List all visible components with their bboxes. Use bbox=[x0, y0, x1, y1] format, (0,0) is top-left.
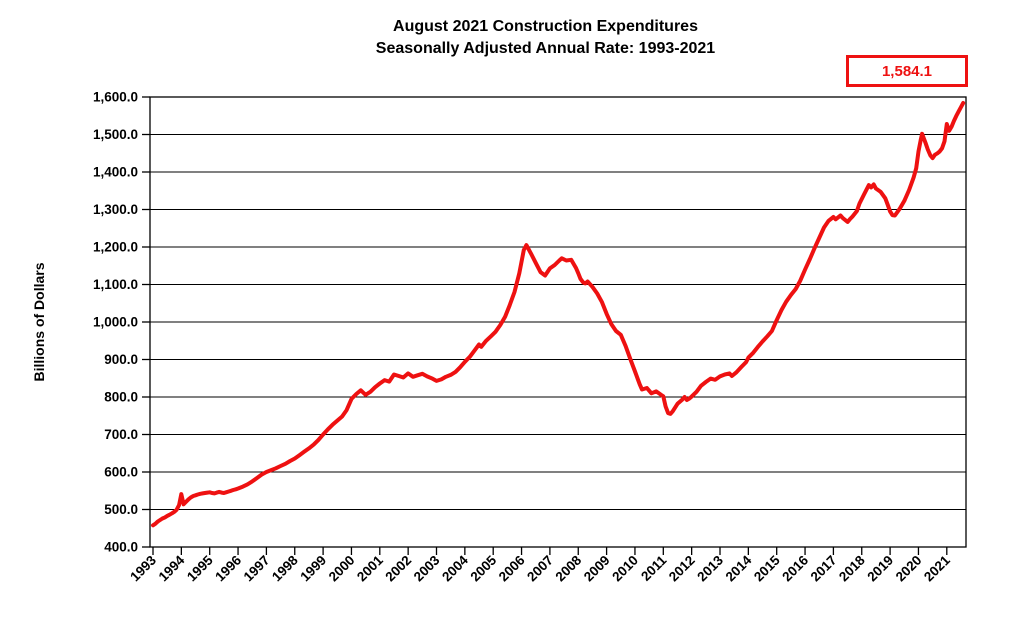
x-tick-label: 2005 bbox=[467, 552, 499, 584]
y-tick-label: 1,200.0 bbox=[93, 240, 138, 255]
x-tick-label: 2002 bbox=[382, 553, 414, 585]
y-tick-label: 400.0 bbox=[104, 540, 138, 555]
data-series bbox=[151, 101, 966, 528]
x-tick-label: 2021 bbox=[921, 552, 953, 584]
y-tick-label: 700.0 bbox=[104, 427, 138, 442]
y-tick-label: 1,300.0 bbox=[93, 202, 138, 217]
y-tick-label: 1,600.0 bbox=[93, 90, 138, 105]
y-axis-title: Billions of Dollars bbox=[31, 262, 47, 381]
x-tick-label: 2003 bbox=[411, 552, 443, 584]
y-tick-label: 1,100.0 bbox=[93, 277, 138, 292]
chart-title-line1: August 2021 Construction Expenditures bbox=[393, 18, 698, 35]
y-tick-label: 600.0 bbox=[104, 465, 138, 480]
x-tick-label: 1999 bbox=[297, 553, 329, 585]
gridlines bbox=[150, 134, 966, 510]
x-tick-label: 2006 bbox=[496, 552, 528, 584]
chart-title-line2: Seasonally Adjusted Annual Rate: 1993-20… bbox=[375, 40, 716, 57]
x-tick-label: 2018 bbox=[836, 552, 868, 584]
x-tick-label: 2019 bbox=[864, 553, 896, 585]
x-tick-label: 2008 bbox=[553, 552, 585, 584]
axes: 1,600.0 1,500.0 1,400.0 1,300.0 1,200.0 1,100… bbox=[93, 90, 967, 585]
x-tick-label: 2000 bbox=[326, 553, 358, 585]
x-tick-label: 2017 bbox=[808, 553, 840, 585]
x-tick-label: 2012 bbox=[666, 553, 698, 585]
y-tick-label: 1,400.0 bbox=[93, 165, 138, 180]
x-tick-label: 2009 bbox=[581, 553, 613, 585]
x-tick-label: 1993 bbox=[127, 552, 159, 584]
x-tick-label: 2007 bbox=[524, 553, 556, 585]
y-tick-label: 800.0 bbox=[104, 390, 138, 405]
y-tick-label: 500.0 bbox=[104, 502, 138, 517]
x-tick-label: 2010 bbox=[609, 553, 641, 585]
latest-value-label: 1,584.1 bbox=[881, 62, 933, 80]
y-tick-label: 900.0 bbox=[104, 352, 138, 367]
series-line bbox=[151, 101, 966, 528]
x-tick-label: 1997 bbox=[241, 553, 273, 585]
x-tick-label: 2001 bbox=[354, 552, 386, 584]
latest-value-callout: 1,584.1 bbox=[846, 55, 968, 87]
x-tick-label: 1994 bbox=[156, 552, 188, 584]
y-tick-label: 1,500.0 bbox=[93, 127, 138, 142]
x-tick-label: 2013 bbox=[694, 552, 726, 584]
x-tick-label: 2020 bbox=[893, 553, 925, 585]
x-tick-label: 1995 bbox=[184, 552, 216, 584]
x-tick-label: 1998 bbox=[269, 552, 301, 584]
x-tick-label: 2004 bbox=[439, 552, 471, 584]
x-tick-label: 2011 bbox=[638, 552, 670, 584]
x-tick-label: 2016 bbox=[779, 552, 811, 584]
y-tick-label: 1,000.0 bbox=[93, 315, 138, 330]
x-tick-label: 2014 bbox=[723, 552, 755, 584]
x-tick-label: 1996 bbox=[212, 552, 244, 584]
x-tick-label: 2015 bbox=[751, 552, 783, 584]
chart-title: August 2021 Construction Expenditures Se… bbox=[70, 16, 1021, 60]
